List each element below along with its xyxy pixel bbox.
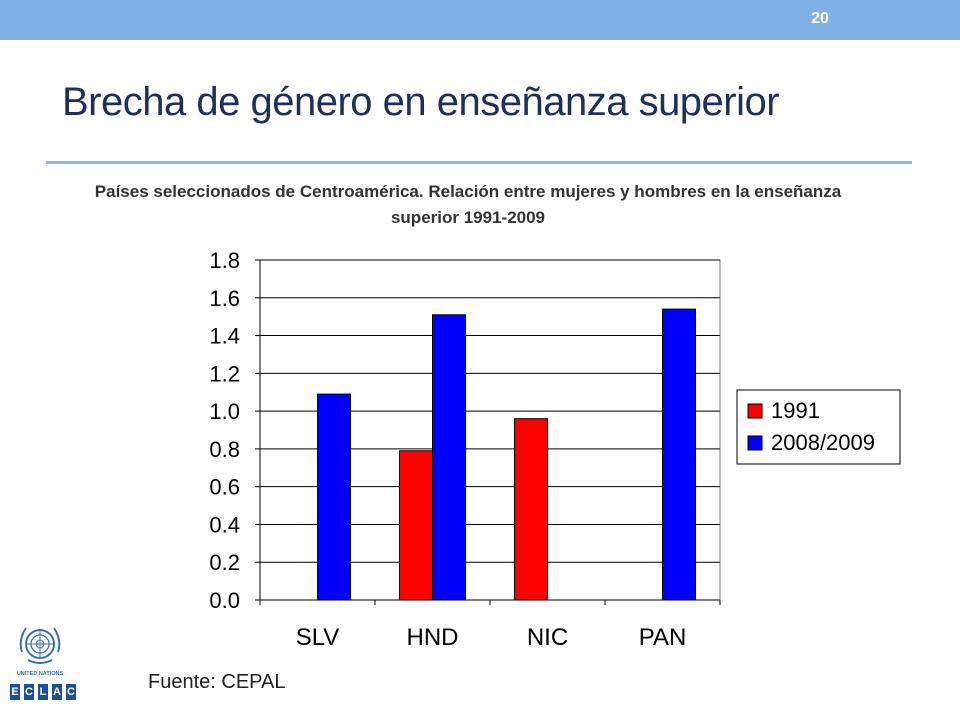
bar-2008-2009-slv (317, 393, 351, 601)
y-tick-label: 0.2 (209, 550, 240, 575)
y-tick-label: 0.6 (209, 475, 240, 500)
y-tick-label: 0.0 (209, 588, 240, 613)
eclac-letter: C (66, 684, 76, 700)
bar-1991-nic (514, 418, 548, 601)
legend (736, 389, 901, 465)
eclac-letter: A (52, 684, 62, 700)
legend-swatch (747, 435, 763, 451)
x-tick-label: PAN (639, 624, 687, 651)
y-tick-label: 1.0 (209, 399, 240, 424)
eclac-letter: E (10, 684, 20, 700)
bar-2008-2009-hnd (432, 314, 466, 601)
legend-label: 1991 (771, 398, 820, 423)
title-divider (46, 161, 912, 164)
un-logo-text: UNITED NATIONS (17, 671, 64, 677)
top-bar: 20 (0, 0, 960, 40)
source-note: Fuente: CEPAL (148, 671, 286, 693)
y-tick-label: 1.4 (209, 324, 240, 349)
legend-swatch (747, 403, 763, 419)
y-tick-label: 0.8 (209, 437, 240, 462)
bar-chart: 0.0 0.2 0.4 0.6 0.8 1.0 1.2 1.4 1.6 1.8 SLV HND NIC P… (209, 248, 901, 651)
slide-title: Brecha de género en enseñanza superior (62, 80, 780, 124)
bar-1991-hnd (399, 450, 433, 601)
eclac-logo: E C L A C (10, 684, 76, 700)
bar-2008-2009-pan (662, 308, 696, 601)
page-number: 20 (811, 10, 829, 27)
eclac-letter: L (38, 684, 48, 700)
y-tick-label: 1.2 (209, 361, 240, 386)
legend-label: 2008/2009 (771, 430, 875, 455)
x-tick-label: HND (407, 624, 459, 651)
un-emblem-icon: UNITED NATIONS (17, 627, 64, 677)
y-tick-label: 1.6 (209, 286, 240, 311)
chart-subtitle: Países seleccionados de Centroamérica. R… (94, 182, 842, 227)
y-tick-label: 1.8 (209, 248, 240, 273)
y-tick-label: 0.4 (209, 512, 240, 537)
x-tick-label: NIC (527, 624, 568, 651)
eclac-letter: C (24, 684, 34, 700)
x-tick-label: SLV (296, 624, 340, 651)
